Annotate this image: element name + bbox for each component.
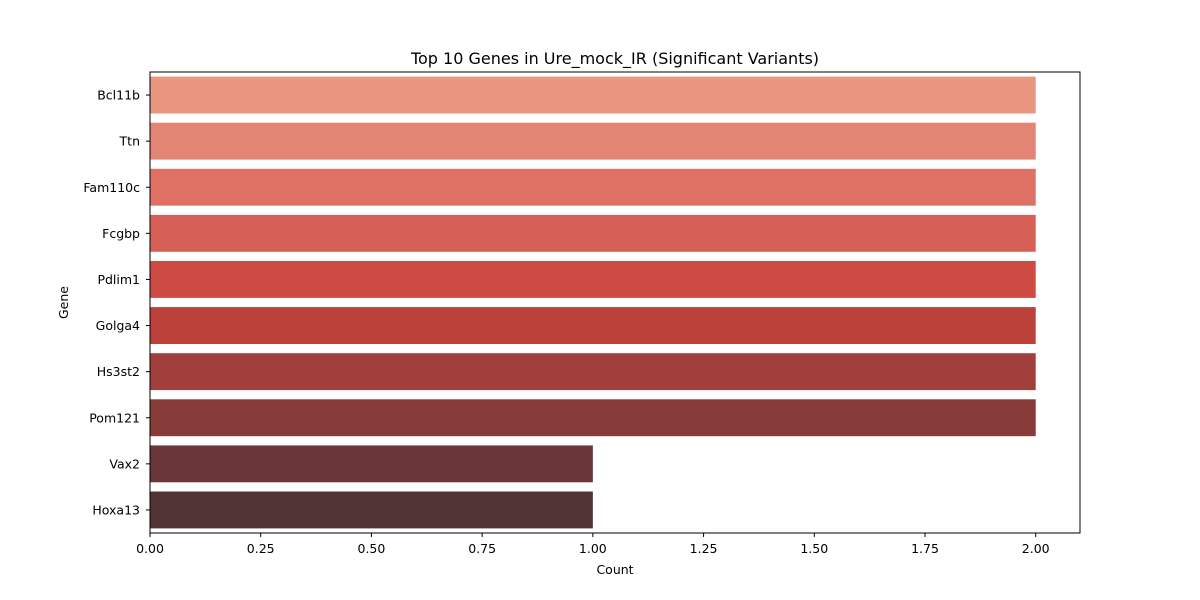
- x-tick-label: 1.75: [911, 541, 939, 556]
- y-tick-label: Hoxa13: [92, 502, 140, 517]
- y-axis: Bcl11b Ttn Fam110c Fcgbp Pdlim1 Golga4 Hs3st2 P…: [83, 88, 150, 517]
- bar-fam110c: [150, 168, 1036, 206]
- bar-bcl11b: [150, 76, 1036, 114]
- bar-hs3st2: [150, 353, 1036, 391]
- y-axis-label: Gene: [56, 286, 71, 319]
- x-axis: 0.00 0.25 0.50 0.75 1.00 1.25 1.50 1.75 2.00: [136, 533, 1050, 556]
- y-tick-label: Ttn: [119, 134, 140, 149]
- y-tick-label: Bcl11b: [97, 88, 140, 103]
- bar-pom121: [150, 399, 1036, 437]
- x-tick-label: 0.50: [358, 541, 386, 556]
- x-tick-label: 0.00: [136, 541, 164, 556]
- bar-vax2: [150, 445, 593, 483]
- y-tick-label: Golga4: [96, 318, 140, 333]
- bar-hoxa13: [150, 491, 593, 529]
- y-tick-label: Vax2: [109, 456, 140, 471]
- x-tick-label: 1.00: [579, 541, 607, 556]
- chart-title: Top 10 Genes in Ure_mock_IR (Significant…: [410, 49, 819, 69]
- y-tick-label: Pom121: [89, 410, 140, 425]
- x-tick-label: 1.50: [800, 541, 828, 556]
- bar-pdlim1: [150, 261, 1036, 298]
- y-tick-label: Pdlim1: [97, 272, 140, 287]
- bar-golga4: [150, 307, 1036, 344]
- plot-frame: [149, 71, 1081, 534]
- x-axis-label: Count: [596, 562, 633, 577]
- bar-fcgbp: [150, 214, 1036, 252]
- x-tick-label: 2.00: [1022, 541, 1050, 556]
- y-tick-label: Hs3st2: [97, 364, 140, 379]
- x-tick-label: 1.25: [690, 541, 718, 556]
- x-tick-label: 0.25: [247, 541, 275, 556]
- y-tick-label: Fcgbp: [102, 226, 140, 241]
- y-tick-label: Fam110c: [83, 180, 140, 195]
- bar-ttn: [150, 122, 1036, 160]
- x-tick-label: 0.75: [468, 541, 496, 556]
- bars-group: [150, 76, 1036, 529]
